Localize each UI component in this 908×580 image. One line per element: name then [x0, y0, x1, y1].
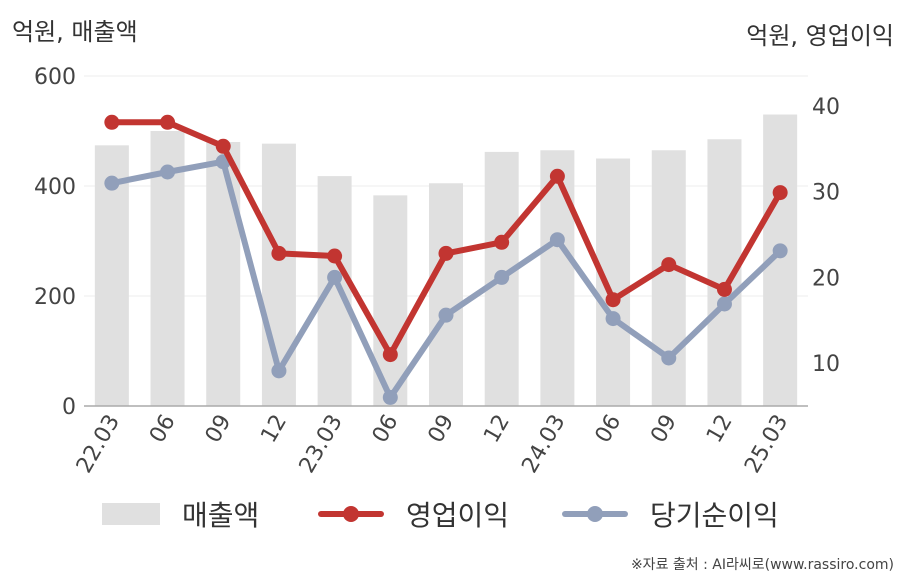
legend-swatch-net [562, 503, 628, 525]
operating-point [772, 185, 788, 201]
net-point [382, 389, 398, 405]
x-tick-label: 12 [702, 411, 738, 448]
x-tick-label: 23.03 [295, 411, 348, 478]
revenue-bar [206, 142, 241, 406]
x-tick-label: 09 [646, 411, 682, 448]
right-axis-unit: 억원, 영업이익 [746, 22, 894, 50]
operating-point [327, 248, 343, 264]
operating-point [215, 138, 231, 154]
legend: 매출액 영업이익 당기순이익 [0, 492, 908, 536]
left-tick-label: 200 [34, 285, 76, 310]
net-point [549, 232, 565, 248]
x-tick-label: 12 [256, 411, 292, 448]
operating-point [716, 281, 732, 297]
legend-label-revenue: 매출액 [182, 499, 260, 532]
line-series [104, 114, 788, 405]
x-tick-label: 06 [145, 411, 181, 448]
net-point [605, 311, 621, 327]
net-point [661, 350, 677, 366]
legend-label-operating: 영업이익 [406, 499, 510, 532]
left-axis-unit: 억원, 매출액 [12, 18, 138, 46]
x-tick-label: 25.03 [740, 411, 793, 478]
right-tick-label: 40 [812, 95, 840, 120]
x-tick-label: 22.03 [72, 411, 125, 478]
x-tick-label: 06 [368, 411, 404, 448]
operating-point [438, 245, 454, 261]
net-point [716, 296, 732, 312]
operating-point [160, 114, 176, 130]
net-point [438, 307, 454, 323]
source-credit: ※자료 출처 : AI라씨로(www.rassiro.com) [630, 557, 894, 573]
operating-point [605, 292, 621, 308]
left-tick-label: 0 [62, 395, 76, 420]
net-point [327, 269, 343, 285]
right-tick-label: 30 [812, 181, 840, 206]
operating-point [494, 234, 510, 250]
x-tick-label: 09 [424, 411, 460, 448]
operating-point [104, 114, 120, 130]
x-tick-label: 09 [201, 411, 237, 448]
net-point [271, 363, 287, 379]
legend-item-operating: 영업이익 [318, 492, 509, 536]
revenue-bar [317, 176, 352, 406]
legend-swatch-operating [318, 503, 384, 525]
revenue-bar [429, 183, 463, 406]
operating-point [661, 257, 677, 273]
legend-item-revenue: 매출액 [102, 492, 259, 536]
x-tick-label: 24.03 [517, 411, 570, 478]
operating-point [382, 347, 398, 363]
net-point [494, 269, 510, 285]
revenue-bar [596, 158, 631, 406]
net-point [104, 175, 120, 191]
operating-point [549, 168, 565, 184]
legend-item-net: 당기순이익 [562, 492, 779, 536]
x-tick-label: 06 [591, 411, 627, 448]
left-tick-label: 600 [34, 65, 76, 90]
net-point [772, 243, 788, 259]
x-tick-label: 12 [479, 411, 515, 448]
right-tick-label: 10 [812, 352, 840, 377]
left-tick-label: 400 [34, 175, 76, 200]
legend-label-net: 당기순이익 [650, 499, 779, 532]
net-point [160, 164, 176, 180]
legend-swatch-revenue [102, 503, 160, 525]
right-tick-label: 20 [812, 266, 840, 291]
operating-point [271, 245, 287, 261]
revenue-bar [651, 150, 686, 406]
